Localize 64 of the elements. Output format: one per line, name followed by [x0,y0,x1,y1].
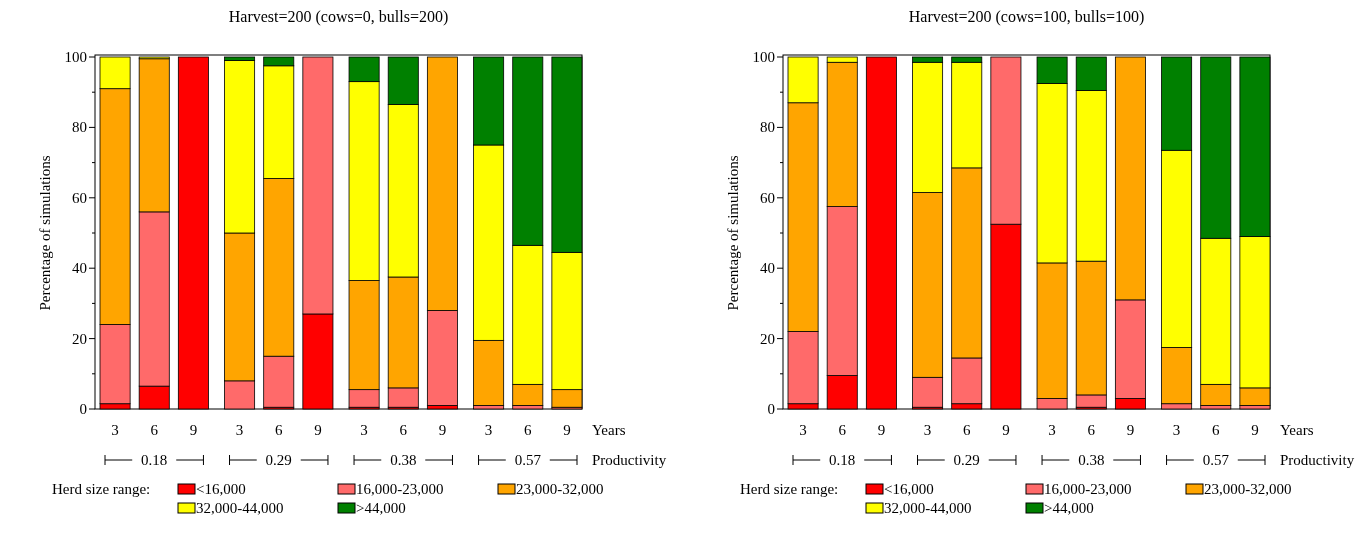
x-axis-title: Years [1280,422,1314,438]
legend-label: >44,000 [356,500,406,516]
y-tick-label: 40 [72,260,87,277]
x-tick-label: 9 [438,422,447,438]
legend-label: 23,000-32,000 [1204,481,1292,497]
x-tick-label: 3 [360,422,368,438]
y-tick-label: 100 [64,49,87,65]
x-tick-label: 9 [1126,422,1135,438]
x-tick-label: 3 [799,422,807,438]
x-tick-label: 6 [838,422,847,438]
x-tick-label: 3 [484,422,493,438]
chart-title: Harvest=200 (cows=100, bulls=100) [908,8,1145,26]
x-tick-label: 6 [1087,422,1096,438]
text: 0.18 [141,452,168,468]
text: 0.57 [1202,452,1230,468]
y-tick-label: 20 [760,330,775,347]
text: 0.38 [1078,452,1105,468]
x-tick-label: 9 [189,422,198,438]
legend-label: 32,000-44,000 [884,500,972,516]
y-tick-label: 0 [767,401,775,417]
chart-title: Harvest=200 (cows=0, bulls=200) [228,8,449,26]
y-tick-label: 100 [752,49,775,65]
y-tick-label: 80 [72,119,87,136]
x-tick-label: 6 [1212,422,1221,438]
text: Productivity [592,452,667,468]
x-tick-label: 9 [1002,422,1010,438]
y-tick-label: 80 [760,119,775,136]
x-tick-label: 3 [235,422,244,438]
y-tick-label: 60 [760,189,775,206]
y-tick-label: 20 [72,330,87,347]
text: 0.18 [829,452,856,468]
x-tick-label: 9 [563,422,571,438]
legend-label: <16,000 [196,481,246,497]
text: 0.29 [265,452,292,468]
x-tick-label: 9 [877,422,886,438]
x-axis-title: Years [592,422,626,438]
x-tick-label: 3 [1048,422,1056,438]
x-tick-label: 6 [150,422,159,438]
legend-title: Herd size range: [52,481,151,497]
legend-label: 32,000-44,000 [196,500,284,516]
y-tick-label: 60 [72,189,87,206]
x-tick-label: 3 [1172,422,1181,438]
x-tick-label: 9 [1251,422,1259,438]
text: Productivity [1280,452,1355,468]
legend-label: <16,000 [884,481,934,497]
text: 0.57 [514,452,542,468]
legend-title: Herd size range: [740,481,839,497]
y-axis-title: Percentage of simulations [37,155,53,311]
x-tick-label: 6 [274,422,283,438]
x-tick-label: 6 [962,422,971,438]
x-tick-label: 6 [524,422,533,438]
y-tick-label: 40 [760,260,775,277]
legend-label: 23,000-32,000 [516,481,604,497]
y-tick-label: 0 [79,401,87,417]
x-tick-label: 3 [111,422,119,438]
text: 0.38 [390,452,417,468]
x-tick-label: 9 [314,422,322,438]
x-tick-label: 3 [923,422,932,438]
legend-label: 16,000-23,000 [356,481,444,497]
legend-label: >44,000 [1044,500,1094,516]
y-axis-title: Percentage of simulations [725,155,741,311]
text: 0.29 [953,452,980,468]
x-tick-label: 6 [399,422,408,438]
legend-label: 16,000-23,000 [1044,481,1132,497]
